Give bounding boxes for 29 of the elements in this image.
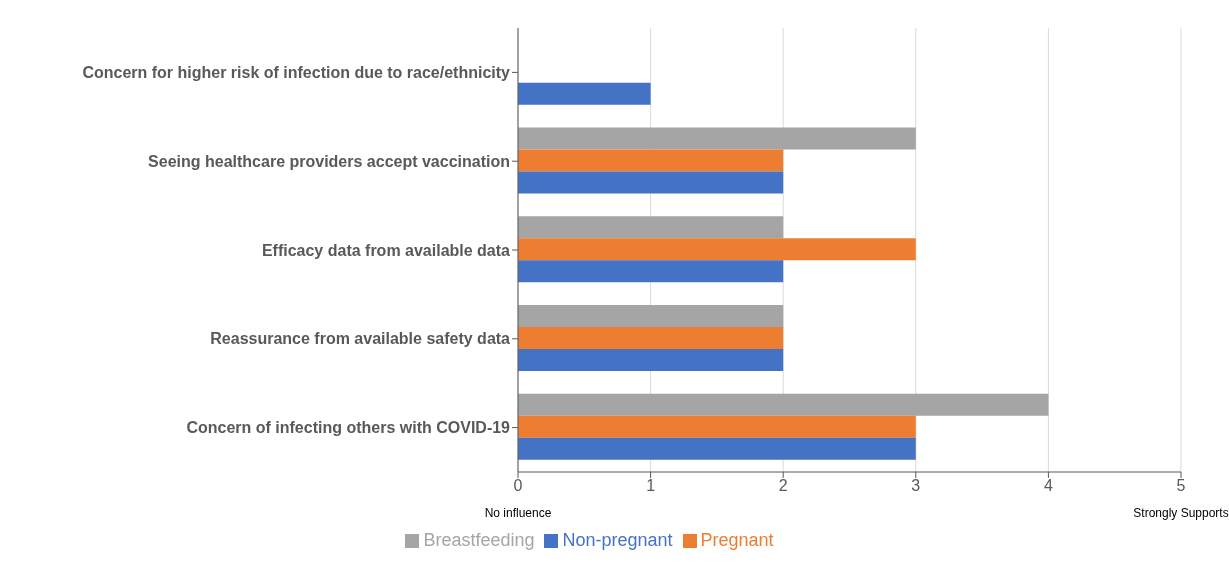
bar [518, 305, 784, 328]
bar [518, 238, 916, 261]
bar [518, 349, 784, 372]
bar [518, 149, 784, 172]
text: No influence [484, 506, 552, 520]
x-tick-label: 4 [1043, 477, 1053, 495]
bar [518, 260, 784, 283]
text: Strongly Supports [1133, 506, 1229, 520]
x-tick-label: 5 [1176, 477, 1186, 495]
bar [518, 415, 916, 438]
x-tick-label: 2 [778, 477, 788, 495]
bar [518, 437, 916, 460]
y-tick-label: Reassurance from available safety data [210, 330, 511, 348]
legend-label: Pregnant [700, 530, 774, 550]
bar [518, 127, 916, 150]
y-tick-label: Efficacy data from available data [261, 241, 511, 259]
bar [518, 393, 1049, 416]
x-tick-label: 0 [513, 477, 523, 495]
legend-label: Non-pregnant [562, 530, 673, 550]
legend-label: Breastfeeding [423, 530, 535, 550]
y-tick-label: Concern for higher risk of infection due to race/ethnicity [82, 64, 511, 82]
bar [518, 216, 784, 239]
y-tick-label: Seeing healthcare providers accept vaccination [148, 152, 510, 170]
bar [518, 327, 784, 350]
bar [518, 171, 784, 194]
x-tick-label: 1 [646, 477, 656, 495]
bar [518, 82, 651, 105]
x-tick-label: 3 [911, 477, 921, 495]
y-tick-label: Concern of infecting others with COVID-19 [186, 419, 511, 437]
